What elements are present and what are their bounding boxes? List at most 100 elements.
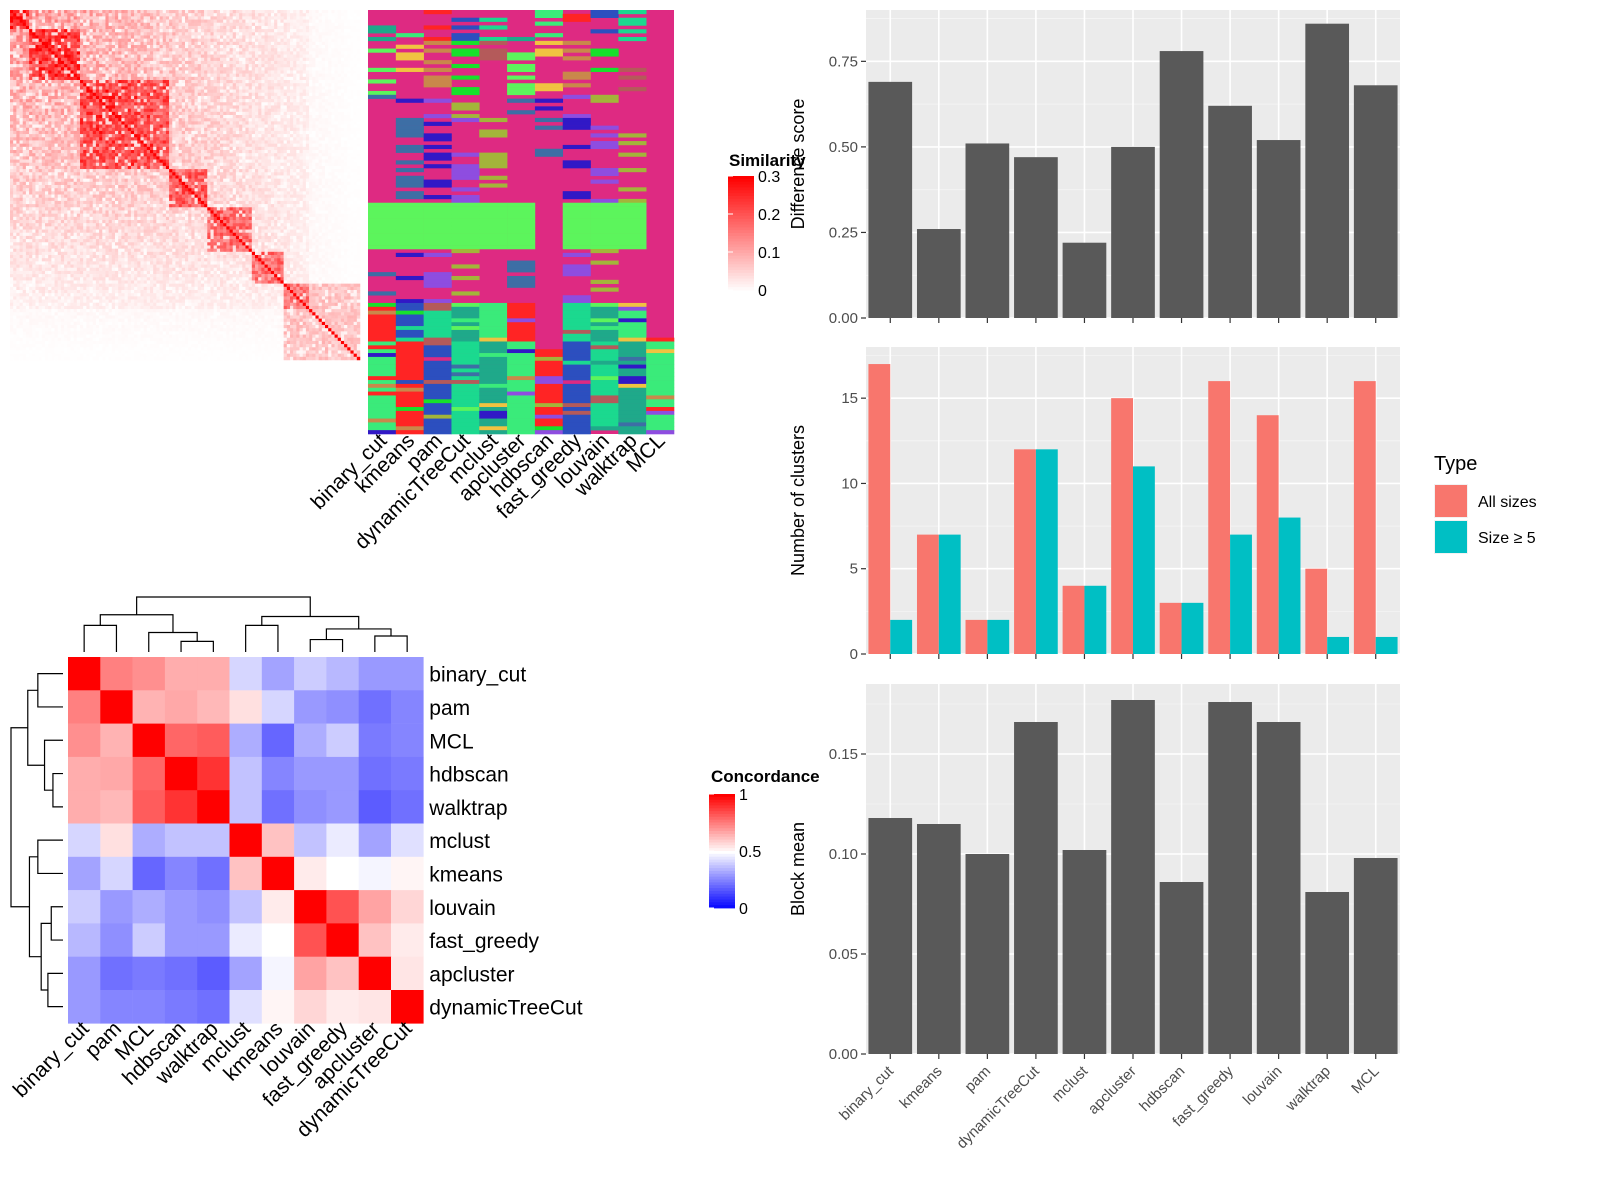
similarity-cell	[156, 124, 160, 128]
similarity-cell	[277, 80, 281, 84]
similarity-cell	[51, 108, 55, 113]
similarity-cell	[29, 130, 33, 135]
similarity-cell	[29, 115, 33, 119]
similarity-cell	[115, 153, 119, 157]
similarity-cell	[70, 45, 74, 49]
similarity-cell	[293, 105, 297, 109]
similarity-cell	[283, 64, 288, 68]
similarity-cell	[22, 127, 27, 132]
similarity-cell	[340, 127, 345, 132]
similarity-cell	[60, 130, 65, 135]
similarity-cell	[105, 150, 109, 154]
similarity-cell	[337, 29, 342, 33]
similarity-cell	[255, 32, 259, 36]
similarity-cell	[127, 153, 132, 157]
similarity-cell	[181, 51, 186, 55]
similarity-cell	[60, 105, 65, 109]
similarity-cell	[337, 70, 342, 74]
similarity-cell	[239, 92, 243, 97]
similarity-cell	[92, 134, 97, 138]
similarity-cell	[13, 118, 17, 122]
similarity-cell	[178, 146, 183, 151]
similarity-cell	[220, 38, 224, 43]
similarity-cell	[305, 83, 310, 87]
similarity-cell	[200, 115, 205, 119]
similarity-cell	[169, 121, 173, 125]
similarity-cell	[312, 16, 316, 20]
similarity-cell	[331, 45, 335, 49]
similarity-cell	[32, 146, 36, 151]
similarity-cell	[283, 99, 288, 103]
similarity-cell	[32, 57, 36, 62]
similarity-cell	[130, 60, 135, 65]
similarity-cell	[67, 22, 71, 27]
similarity-cell	[83, 124, 87, 128]
similarity-cell	[286, 108, 291, 113]
similarity-cell	[51, 32, 55, 36]
similarity-cell	[235, 19, 240, 23]
similarity-cell	[264, 118, 268, 122]
similarity-cell	[325, 70, 329, 74]
similarity-cell	[29, 41, 33, 46]
similarity-cell	[235, 108, 240, 113]
similarity-cell	[35, 64, 39, 68]
similarity-cell	[150, 76, 154, 81]
similarity-cell	[73, 38, 78, 43]
similarity-cell	[239, 127, 243, 132]
similarity-cell	[127, 41, 132, 46]
similarity-cell	[283, 16, 288, 20]
similarity-cell	[22, 124, 27, 128]
similarity-cell	[277, 121, 281, 125]
similarity-cell	[57, 25, 62, 30]
similarity-cell	[67, 105, 71, 109]
similarity-cell	[188, 16, 192, 20]
similarity-cell	[29, 22, 33, 27]
similarity-cell	[102, 83, 106, 87]
similarity-cell	[356, 150, 361, 154]
similarity-cell	[305, 150, 310, 154]
similarity-cell	[340, 130, 345, 135]
similarity-cell	[315, 19, 319, 23]
similarity-cell	[245, 105, 249, 109]
similarity-cell	[255, 64, 259, 68]
similarity-cell	[105, 130, 109, 135]
similarity-cell	[325, 134, 329, 138]
similarity-cell	[242, 80, 246, 84]
similarity-cell	[226, 54, 230, 58]
similarity-cell	[156, 29, 160, 33]
similarity-cell	[261, 22, 265, 27]
similarity-cell	[13, 35, 17, 39]
similarity-cell	[150, 22, 154, 27]
similarity-cell	[45, 105, 49, 109]
similarity-cell	[340, 146, 345, 151]
similarity-cell	[25, 35, 30, 39]
similarity-cell	[89, 121, 93, 125]
similarity-cell	[60, 29, 65, 33]
similarity-cell	[86, 130, 90, 135]
similarity-cell	[331, 51, 335, 55]
similarity-cell	[185, 92, 189, 97]
similarity-cell	[153, 86, 157, 90]
similarity-cell	[296, 137, 300, 141]
similarity-cell	[223, 111, 227, 116]
similarity-cell	[248, 115, 253, 119]
similarity-cell	[274, 83, 278, 87]
similarity-cell	[331, 99, 335, 103]
similarity-cell	[115, 137, 119, 141]
similarity-cell	[22, 89, 27, 93]
similarity-cell	[60, 51, 65, 55]
similarity-cell	[35, 48, 39, 52]
similarity-cell	[200, 134, 205, 138]
similarity-cell	[261, 130, 265, 135]
similarity-cell	[165, 146, 170, 151]
similarity-cell	[175, 38, 179, 43]
similarity-cell	[64, 38, 68, 43]
similarity-cell	[232, 51, 237, 55]
similarity-cell	[10, 22, 14, 27]
similarity-cell	[220, 45, 224, 49]
similarity-cell	[172, 137, 176, 141]
similarity-cell	[105, 60, 109, 65]
similarity-cell	[67, 51, 71, 55]
similarity-cell	[325, 95, 329, 100]
similarity-cell	[283, 130, 288, 135]
